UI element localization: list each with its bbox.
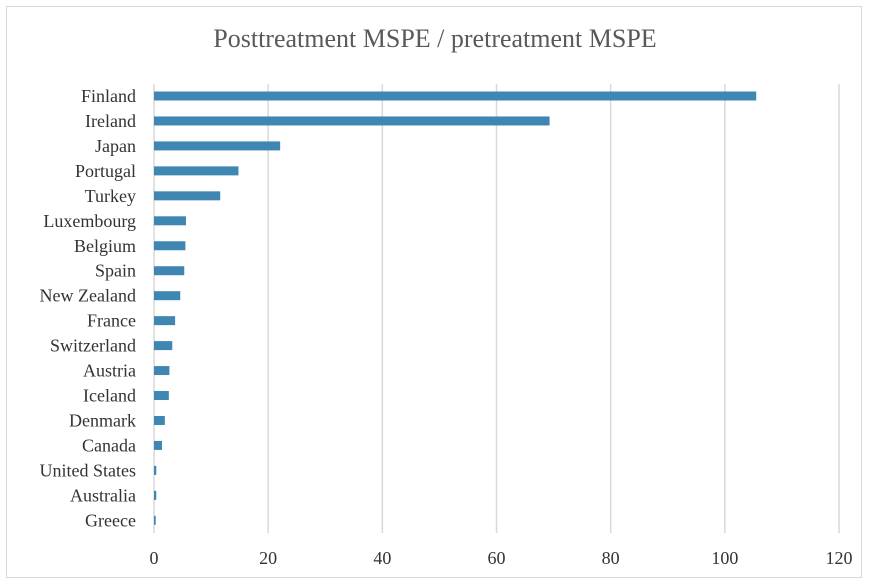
bar-ireland [154,116,550,126]
bar-belgium [154,241,186,251]
chart-title: Posttreatment MSPE / pretreatment MSPE [213,24,657,53]
bar-japan [154,141,281,151]
category-label-new-zealand: New Zealand [40,286,136,306]
bar-australia [154,490,157,500]
bar-denmark [154,415,165,425]
chart-frame [6,6,862,578]
category-label-united-states: United States [40,460,137,480]
x-tick-label-100: 100 [711,548,738,568]
category-label-turkey: Turkey [85,186,136,206]
category-label-canada: Canada [82,435,136,455]
bar-united-states [154,465,157,475]
bar-switzerland [154,341,173,351]
category-label-greece: Greece [85,510,136,530]
bar-finland [154,91,757,101]
bar-greece [154,515,156,525]
x-tick-label-0: 0 [150,548,159,568]
bar-luxembourg [154,216,186,226]
x-tick-label-40: 40 [373,548,391,568]
bar-turkey [154,191,221,201]
category-label-luxembourg: Luxembourg [43,211,136,231]
category-label-switzerland: Switzerland [50,336,136,356]
bar-canada [154,440,162,450]
category-label-spain: Spain [95,261,136,281]
bar-spain [154,266,185,276]
category-label-australia: Australia [70,485,136,505]
x-tick-label-20: 20 [259,548,277,568]
bar-new-zealand [154,291,181,301]
bar-portugal [154,166,239,176]
category-label-austria: Austria [83,361,136,381]
x-tick-label-60: 60 [488,548,506,568]
category-label-france: France [87,311,136,331]
x-tick-label-80: 80 [602,548,620,568]
category-label-finland: Finland [81,86,136,106]
bar-france [154,316,176,326]
x-tick-label-120: 120 [826,548,853,568]
category-label-denmark: Denmark [69,410,136,430]
category-label-ireland: Ireland [85,111,136,131]
bar-austria [154,366,170,376]
bar-iceland [154,391,169,401]
category-label-belgium: Belgium [74,236,136,256]
category-label-portugal: Portugal [75,161,136,181]
category-label-japan: Japan [95,136,136,156]
category-label-iceland: Iceland [83,386,136,406]
